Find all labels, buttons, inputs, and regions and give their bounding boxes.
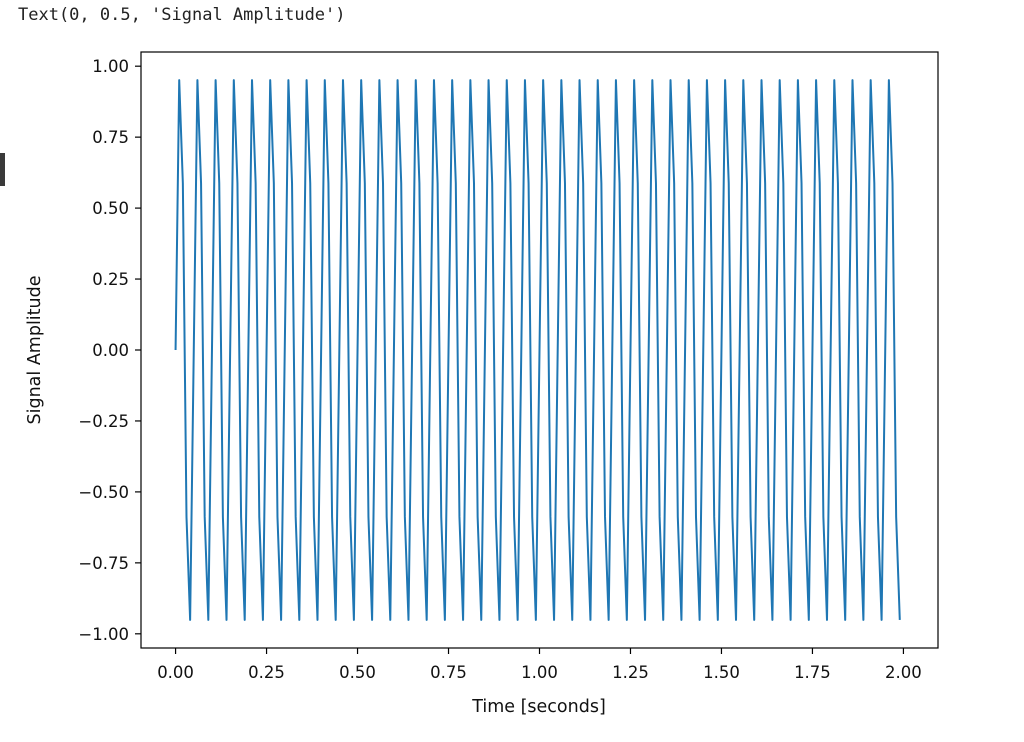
x-tick-label: 0.00 bbox=[157, 663, 194, 682]
cell-output-text: Text(0, 0.5, 'Signal Amplitude') bbox=[18, 5, 346, 25]
x-tick-label: 1.50 bbox=[703, 663, 740, 682]
x-axis-ticks: 0.00 0.25 0.50 0.75 1.00 1.25 1.50 1.75 2.00 bbox=[157, 648, 922, 682]
x-tick-label: 1.00 bbox=[521, 663, 558, 682]
y-tick-label: −0.50 bbox=[78, 483, 129, 502]
x-tick-label: 0.25 bbox=[248, 663, 285, 682]
y-tick-label: 0.00 bbox=[92, 341, 129, 360]
x-axis-label: Time [seconds] bbox=[471, 697, 606, 717]
y-tick-label: 0.50 bbox=[92, 199, 129, 218]
y-axis-label: Signal Amplitude bbox=[25, 276, 45, 425]
y-tick-label: 0.25 bbox=[92, 270, 129, 289]
y-tick-label: −0.25 bbox=[78, 412, 129, 431]
cell-scroll-marker bbox=[0, 153, 5, 186]
x-tick-label: 0.50 bbox=[339, 663, 376, 682]
y-tick-label: −0.75 bbox=[78, 554, 129, 573]
series-layer bbox=[174, 79, 901, 621]
x-tick-label: 0.75 bbox=[430, 663, 467, 682]
y-tick-label: 1.00 bbox=[92, 57, 129, 76]
x-tick-label: 1.25 bbox=[612, 663, 649, 682]
y-tick-label: −1.00 bbox=[78, 625, 129, 644]
y-axis-ticks: 1.00 0.75 0.50 0.25 0.00 −0.25 −0.50 −0.75 −1.00 bbox=[78, 57, 141, 644]
y-tick-label: 0.75 bbox=[92, 128, 129, 147]
x-tick-label: 2.00 bbox=[885, 663, 922, 682]
series-line-signal bbox=[174, 79, 901, 621]
x-tick-label: 1.75 bbox=[794, 663, 831, 682]
